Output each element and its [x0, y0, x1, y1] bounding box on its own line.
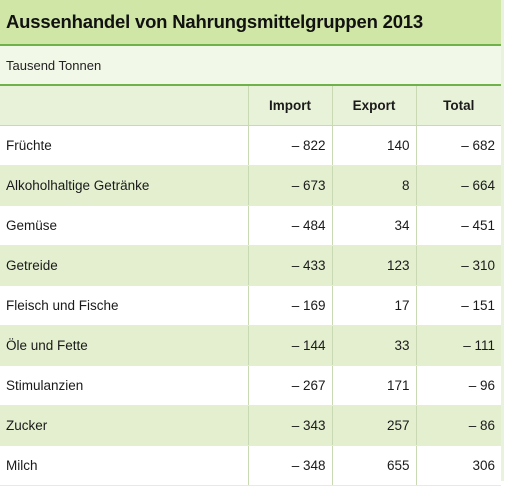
table-row: Alkoholhaltige Getränke – 673 8 – 664 [0, 165, 501, 206]
import-value: – 169 [248, 285, 333, 326]
row-label: Früchte [0, 125, 249, 166]
total-value: – 451 [416, 205, 501, 246]
export-value: 257 [332, 405, 417, 446]
total-value: – 96 [416, 365, 501, 406]
import-value: – 822 [248, 125, 333, 166]
table-header: Import Export Total [0, 84, 501, 126]
import-value: – 343 [248, 405, 333, 446]
row-label: Milch [0, 445, 249, 486]
import-value: – 673 [248, 165, 333, 206]
total-value: – 111 [416, 325, 501, 366]
export-value: 17 [332, 285, 417, 326]
table-row: Früchte – 822 140 – 682 [0, 125, 501, 166]
header-import: Import [248, 84, 333, 126]
table-row: Zucker – 343 257 – 86 [0, 405, 501, 446]
import-value: – 484 [248, 205, 333, 246]
total-value: – 664 [416, 165, 501, 206]
total-value: – 310 [416, 245, 501, 286]
import-value: – 267 [248, 365, 333, 406]
header-total: Total [416, 84, 501, 126]
table-row: Öle und Fette – 144 33 – 111 [0, 325, 501, 366]
export-value: 140 [332, 125, 417, 166]
total-value: – 682 [416, 125, 501, 166]
page-title: Aussenhandel von Nahrungsmittelgruppen 2… [6, 11, 423, 32]
import-value: – 433 [248, 245, 333, 286]
unit-row: Tausend Tonnen [0, 46, 501, 84]
row-label: Zucker [0, 405, 249, 446]
header-empty-cell [0, 84, 249, 126]
row-label: Alkoholhaltige Getränke [0, 165, 249, 206]
right-edge-strip [501, 0, 504, 481]
table-row: Gemüse – 484 34 – 451 [0, 205, 501, 246]
total-value: 306 [416, 445, 501, 486]
export-value: 33 [332, 325, 417, 366]
trade-table: Import Export Total Früchte – 822 140 – … [0, 84, 501, 486]
total-value: – 151 [416, 285, 501, 326]
row-label: Getreide [0, 245, 249, 286]
total-value: – 86 [416, 405, 501, 446]
row-label: Öle und Fette [0, 325, 249, 366]
table-body: Früchte – 822 140 – 682 Alkoholhaltige G… [0, 125, 501, 486]
table-row: Milch – 348 655 306 [0, 445, 501, 486]
header-export: Export [332, 84, 417, 126]
table-row: Getreide – 433 123 – 310 [0, 245, 501, 286]
export-value: 34 [332, 205, 417, 246]
table-row: Fleisch und Fische – 169 17 – 151 [0, 285, 501, 326]
export-value: 123 [332, 245, 417, 286]
export-value: 171 [332, 365, 417, 406]
import-value: – 144 [248, 325, 333, 366]
table-row: Stimulanzien – 267 171 – 96 [0, 365, 501, 406]
import-value: – 348 [248, 445, 333, 486]
export-value: 8 [332, 165, 417, 206]
title-bar: Aussenhandel von Nahrungsmittelgruppen 2… [0, 0, 501, 46]
row-label: Gemüse [0, 205, 249, 246]
row-label: Stimulanzien [0, 365, 249, 406]
row-label: Fleisch und Fische [0, 285, 249, 326]
unit-label: Tausend Tonnen [6, 57, 102, 73]
export-value: 655 [332, 445, 417, 486]
